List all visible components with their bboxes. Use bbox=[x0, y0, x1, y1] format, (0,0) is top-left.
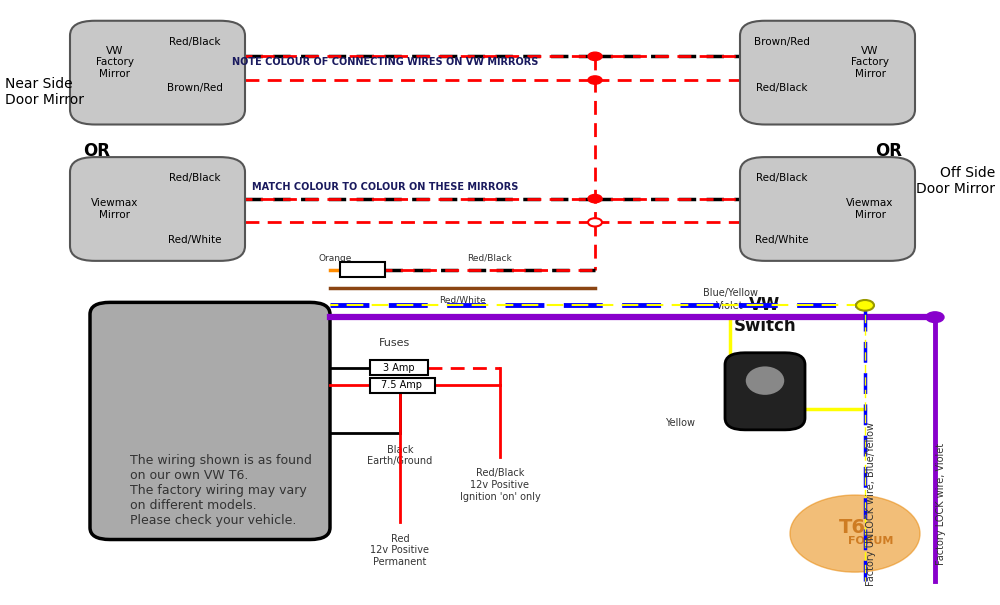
FancyBboxPatch shape bbox=[740, 157, 915, 261]
Text: VW
Factory
Mirror: VW Factory Mirror bbox=[96, 45, 134, 79]
Circle shape bbox=[588, 194, 602, 203]
Text: Black
Earth/Ground: Black Earth/Ground bbox=[367, 445, 433, 466]
Ellipse shape bbox=[746, 367, 784, 395]
FancyBboxPatch shape bbox=[340, 262, 385, 278]
Text: 7.5 Amp: 7.5 Amp bbox=[381, 381, 422, 390]
Text: FORUM: FORUM bbox=[848, 535, 894, 546]
FancyBboxPatch shape bbox=[70, 157, 245, 261]
Text: Viewmax
Mirror: Viewmax Mirror bbox=[846, 198, 894, 220]
Circle shape bbox=[588, 76, 602, 84]
Text: Brown/Red: Brown/Red bbox=[167, 83, 223, 93]
Text: OR: OR bbox=[875, 142, 902, 160]
Circle shape bbox=[790, 495, 920, 572]
Text: Red/Black: Red/Black bbox=[756, 173, 808, 183]
FancyBboxPatch shape bbox=[370, 360, 428, 375]
Circle shape bbox=[926, 312, 944, 322]
Text: T6: T6 bbox=[838, 518, 866, 537]
Text: Violet: Violet bbox=[716, 301, 744, 311]
Text: Red/Black: Red/Black bbox=[169, 36, 221, 47]
Text: Orange: Orange bbox=[318, 253, 352, 263]
FancyBboxPatch shape bbox=[740, 21, 915, 125]
Text: Red/White: Red/White bbox=[168, 235, 222, 245]
Text: VW
Switch: VW Switch bbox=[734, 296, 796, 335]
Text: MATCH COLOUR TO COLOUR ON THESE MIRRORS: MATCH COLOUR TO COLOUR ON THESE MIRRORS bbox=[252, 182, 518, 192]
Text: Red/White: Red/White bbox=[439, 295, 486, 304]
Text: Brown: Brown bbox=[350, 272, 378, 281]
Text: Off Side
Door Mirror: Off Side Door Mirror bbox=[916, 166, 995, 196]
Text: Blue/Yellow: Blue/Yellow bbox=[702, 287, 758, 298]
Text: Yellow: Yellow bbox=[665, 418, 695, 428]
FancyBboxPatch shape bbox=[90, 302, 330, 540]
Text: Factory LOCK wire, Violet: Factory LOCK wire, Violet bbox=[936, 443, 946, 565]
Text: Red/White: Red/White bbox=[755, 235, 809, 245]
Text: Red/Black
12v Positive
Ignition 'on' only: Red/Black 12v Positive Ignition 'on' onl… bbox=[460, 468, 540, 502]
Text: Brown/Red: Brown/Red bbox=[754, 36, 810, 47]
Circle shape bbox=[856, 300, 874, 311]
Text: Red/Black: Red/Black bbox=[169, 173, 221, 183]
Text: VW
Factory
Mirror: VW Factory Mirror bbox=[851, 45, 889, 79]
Text: Red
12v Positive
Permanent: Red 12v Positive Permanent bbox=[370, 534, 429, 567]
Text: Near Side
Door Mirror: Near Side Door Mirror bbox=[5, 77, 84, 107]
FancyBboxPatch shape bbox=[70, 21, 245, 125]
Text: Red/Black: Red/Black bbox=[756, 83, 808, 93]
Text: NOTE COLOUR OF CONNECTING WIRES ON VW MIRRORS: NOTE COLOUR OF CONNECTING WIRES ON VW MI… bbox=[232, 57, 538, 67]
Text: Viewmax
Mirror: Viewmax Mirror bbox=[91, 198, 139, 220]
Text: OR: OR bbox=[83, 142, 110, 160]
FancyBboxPatch shape bbox=[725, 353, 805, 430]
Circle shape bbox=[588, 218, 602, 226]
Text: Fuses: Fuses bbox=[379, 338, 411, 348]
Text: The wiring shown is as found
on our own VW T6.
The factory wiring may vary
on di: The wiring shown is as found on our own … bbox=[130, 454, 312, 526]
Text: 3 Amp: 3 Amp bbox=[383, 362, 415, 373]
Text: Factory UNLOCK wire, Blue/Yellow: Factory UNLOCK wire, Blue/Yellow bbox=[866, 422, 876, 586]
FancyBboxPatch shape bbox=[370, 378, 435, 393]
Text: Red/Black: Red/Black bbox=[468, 253, 512, 263]
Circle shape bbox=[588, 52, 602, 60]
